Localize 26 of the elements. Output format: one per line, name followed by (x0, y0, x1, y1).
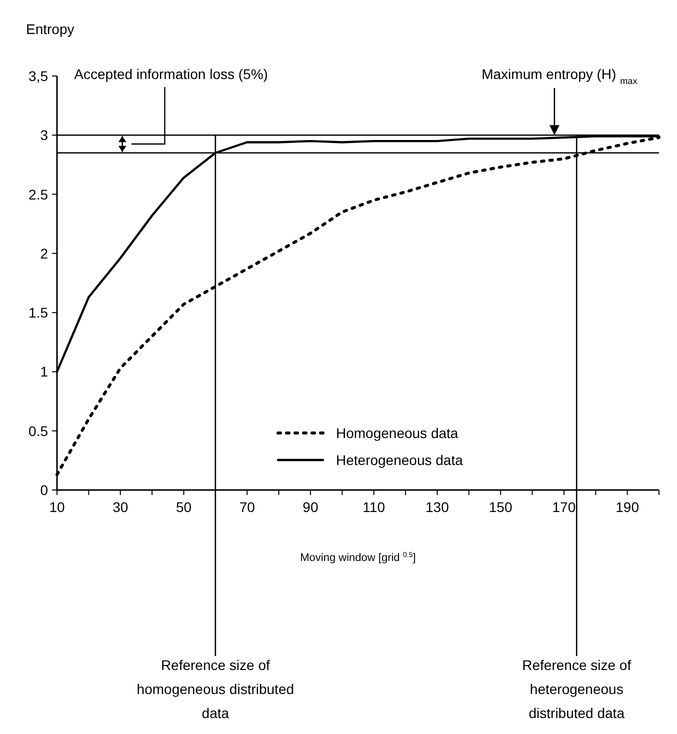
y-tick-label: 0 (40, 482, 48, 498)
ref-line-label: Reference size of homogeneous distributed data (136, 657, 294, 721)
ref-line-label: Reference size of heterogeneous distributed data (522, 657, 632, 721)
x-tick-label: 150 (488, 499, 512, 515)
annotation: Accepted information loss (5%) (74, 66, 268, 82)
x-axis-title: Moving window [grid $^{0.5}$] (300, 551, 416, 564)
x-tick-label: 10 (49, 499, 65, 515)
x-tick-label: 130 (426, 499, 450, 515)
x-tick-label: 170 (552, 499, 576, 515)
x-tick-label: 110 (362, 499, 386, 515)
x-tick-label: 30 (112, 499, 128, 515)
x-tick-label: 90 (302, 499, 318, 515)
x-tick-label: 50 (176, 499, 192, 515)
y-tick-label: 0.5 (28, 422, 48, 439)
legend-label: Heterogeneous data (336, 452, 464, 468)
y-tick-label: 2 (40, 245, 48, 262)
y-axis-title: Entropy (26, 21, 74, 37)
y-tick-label: 2.5 (28, 186, 48, 202)
ref-line-label: Maximum entropy (H) $_{max}$ (482, 66, 638, 86)
x-tick-label: 70 (239, 499, 256, 515)
legend-label: Homogeneous data (336, 425, 458, 441)
y-tick-label: 1 (40, 364, 48, 380)
x-tick-label: 190 (616, 499, 640, 515)
y-tick-label: 3 (40, 127, 48, 144)
y-tick-label: 1.5 (28, 304, 48, 321)
y-tick-label: 3,5 (28, 68, 48, 84)
